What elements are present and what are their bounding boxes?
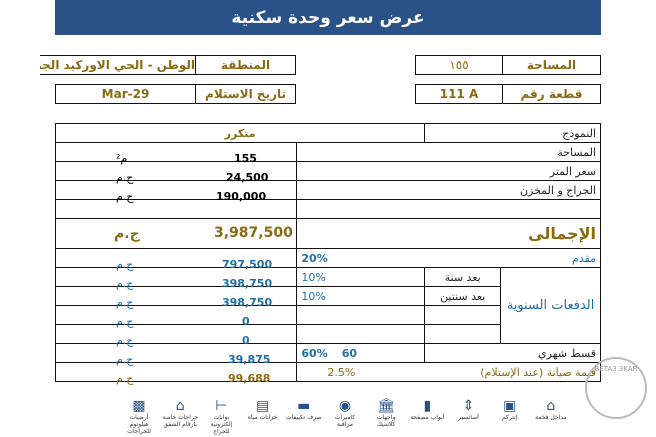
watermark-stamp: BETA3 3KAR [585,357,647,419]
annual-label: الدفعات السنوية [500,267,601,344]
model-label: النموذج [424,123,601,143]
amenity-floors: ▩ أرضيات هيلوتوم للجراجات [120,398,158,437]
region-value: الوطن - الحي الاوركيد الجنوبي [40,55,196,75]
garage-label: الجراج و المخزن [296,180,601,200]
door-icon: ▮ [423,398,432,414]
area-unit: م² [116,152,128,165]
plot-value: 111 A [415,84,503,104]
stamp-text: BETA3 3KAR [594,365,638,373]
garage-icon: ⌂ [175,398,185,414]
annual-4-label [424,324,502,344]
amenity-label: واجهات كلاسيك [376,414,396,428]
tank-icon: ▤ [255,398,270,414]
currency: ج.م [116,372,134,385]
area-value: ١٥٥ [415,55,503,75]
total-value: 3,987,500 [214,225,293,241]
gate-icon: ⊢ [215,398,228,414]
amenity-label: أرضيات هيلوتوم للجراجات [127,414,151,435]
entrance-icon: ⌂ [546,398,556,414]
annual-2-pct: 10% [296,286,426,306]
amenity-gates: ⊢ بوابات إلكترونية للجراج [202,398,240,437]
annual-3-value: 0 [242,315,250,328]
amenity-doors: ▮ أبواب مصفحة [408,398,446,437]
annual-2-label: بعد سنتين [424,286,502,306]
model-value: متكرر [54,123,426,143]
amenity-intercom: ▣ إنتركم [491,398,529,437]
maint-pct: 2.5% [296,362,425,382]
monthly-label: قسط شهري [424,343,601,363]
amenity-label: كاميرات مراقبة [334,414,356,428]
ac-icon: ▬ [297,398,311,414]
annual-1-label: بعد سنة [424,267,502,287]
maint-value: 99,688 [228,372,271,385]
plot-label: قطعة رقم [502,84,601,104]
annual-3-label [424,305,502,325]
area-label: المساحة [296,142,601,162]
amenity-tanks: ▤ خزانات مياه [244,398,282,437]
price-label: سعر المتر [296,161,601,181]
elevator-icon: ⇕ [462,398,475,414]
camera-icon: ◉ [338,398,352,414]
down-label: مقدم [424,248,601,268]
amenity-cameras: ◉ كاميرات مراقبة [326,398,364,437]
amenity-label: صرف تكييفات [285,414,322,421]
monthly-count: 60 [341,346,358,360]
delivery-value: Mar-29 [55,84,196,104]
amenity-label: مداخل فخمة [535,414,567,421]
amenity-facades: 🏛 واجهات كلاسيك [367,398,405,437]
annual-1-pct: 10% [296,267,426,287]
amenity-label: بوابات إلكترونية للجراج [210,414,233,435]
amenity-elevator: ⇕ أسانسير [450,398,488,437]
amenities-bar: ⌂ مداخل فخمة ▣ إنتركم ⇕ أسانسير ▮ أبواب مصفح… [120,398,570,437]
amenity-label: جراجات خاصة بأرقام الشقق [162,414,198,428]
page-title: عرض سعر وحدة سكنية [55,0,601,35]
floor-icon: ▩ [132,398,146,414]
annual-4-value: 0 [242,334,250,347]
monthly-pct: 60% [301,346,328,360]
building-icon: 🏛 [377,398,396,414]
garage-value: 190,000 [216,190,267,203]
amenity-label: أبواب مصفحة [410,414,445,421]
price-table: متكرر النموذج م² 155 المساحة ج.م 24,500 سعر ا… [54,123,601,385]
amenity-entrance: ⌂ مداخل فخمة [532,398,570,437]
annual-4-pct [296,324,426,344]
total-label: الإجمالى [296,218,601,249]
down-pct: 20% [296,248,425,268]
currency: ج.م [116,190,134,203]
currency: ج.م [114,226,140,242]
amenity-label: خزانات مياه [247,414,278,421]
intercom-icon: ▣ [503,398,517,414]
maint-label: قيمة صيانة (عند الإستلام) [424,362,601,382]
area-label: المساحة [502,55,601,75]
amenity-label: إنتركم [502,414,518,421]
delivery-label: تاريخ الاستلام [195,84,296,104]
amenity-garages: ⌂ جراجات خاصة بأرقام الشقق [161,398,199,437]
amenity-label: أسانسير [458,414,479,421]
annual-3-pct [296,305,426,325]
region-label: المنطقة [195,55,296,75]
amenity-ac: ▬ صرف تكييفات [285,398,323,437]
